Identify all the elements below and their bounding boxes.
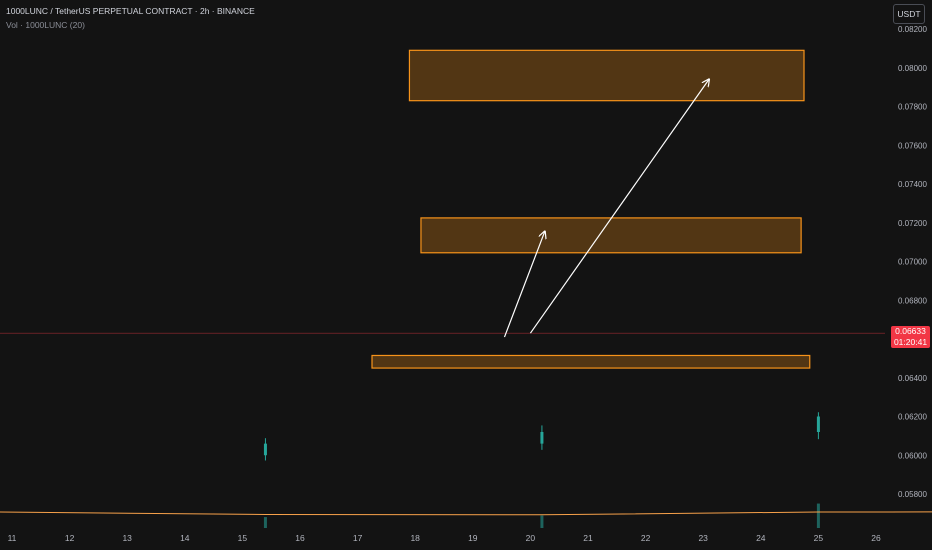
x-tick-label: 13 (122, 533, 132, 543)
currency-button[interactable]: USDT (893, 4, 925, 24)
y-tick-label: 0.05800 (898, 490, 927, 499)
candle-body (263, 443, 267, 456)
x-tick-label: 19 (468, 533, 478, 543)
chart-title: 1000LUNC / TetherUS PERPETUAL CONTRACT ·… (6, 6, 255, 16)
last-price-value: 0.06633 (895, 326, 926, 336)
zone-box-1 (371, 354, 811, 369)
x-tick-label: 26 (871, 533, 881, 543)
y-tick-label: 0.07800 (898, 103, 927, 112)
x-tick-label: 14 (180, 533, 190, 543)
y-tick-label: 0.06800 (898, 296, 927, 305)
x-tick-label: 25 (814, 533, 824, 543)
y-tick-label: 0.07400 (898, 180, 927, 189)
x-tick-label: 18 (410, 533, 420, 543)
x-tick-label: 22 (641, 533, 651, 543)
volume-indicator-label: Vol · 1000LUNC (20) (6, 20, 85, 30)
target-arrow-2 (529, 79, 709, 334)
zone-box-3 (408, 49, 805, 102)
last-price-tag: 0.06633 01:20:41 (891, 326, 930, 348)
y-tick-label: 0.07000 (898, 258, 927, 267)
volume-bar (540, 515, 544, 528)
x-tick-label: 17 (353, 533, 363, 543)
x-tick-label: 15 (238, 533, 248, 543)
y-tick-label: 0.07200 (898, 219, 927, 228)
x-tick-label: 12 (65, 533, 75, 543)
candle-body (816, 416, 820, 432)
y-tick-label: 0.06000 (898, 451, 927, 460)
y-tick-label: 0.08200 (898, 25, 927, 34)
candle-body (540, 432, 544, 444)
target-arrow-1 (503, 231, 544, 338)
x-tick-label: 11 (8, 533, 17, 543)
y-tick-label: 0.06200 (898, 413, 927, 422)
zone-box-2 (420, 217, 802, 254)
x-tick-label: 24 (756, 533, 766, 543)
x-tick-label: 21 (583, 533, 593, 543)
y-tick-label: 0.06400 (898, 374, 927, 383)
bar-countdown: 01:20:41 (893, 337, 928, 347)
volume-ma-line (0, 511, 932, 516)
x-tick-label: 20 (526, 533, 536, 543)
volume-bar (263, 517, 267, 528)
x-tick-label: 23 (698, 533, 708, 543)
y-tick-label: 0.08000 (898, 64, 927, 73)
x-tick-label: 16 (295, 533, 305, 543)
y-tick-label: 0.07600 (898, 141, 927, 150)
volume-bar (816, 503, 820, 528)
